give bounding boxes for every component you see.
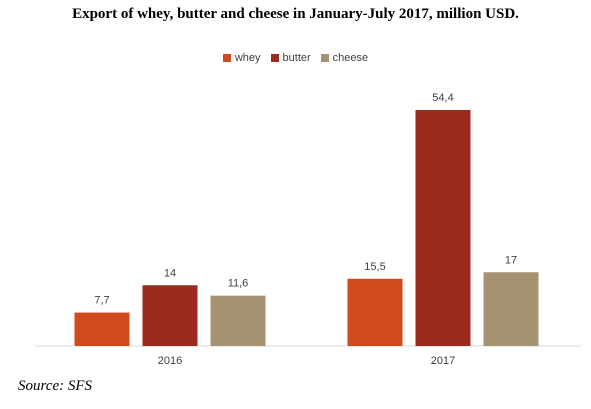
x-tick-label-2016: 2016 [158, 355, 182, 367]
bar-whey-2017 [347, 278, 403, 346]
chart-title: Export of whey, butter and cheese in Jan… [72, 6, 519, 22]
data-label-cheese-2017: 17 [505, 254, 517, 266]
data-label-cheese-2016: 11,6 [228, 278, 249, 290]
legend-label-butter: butter [282, 52, 311, 64]
legend: whey butter cheese [0, 52, 591, 64]
legend-item-whey: whey [222, 52, 261, 64]
data-label-butter-2017: 54,4 [432, 92, 453, 104]
bar-butter-2017 [415, 110, 471, 346]
legend-label-cheese: cheese [332, 52, 369, 64]
bar-cheese-2017 [483, 272, 539, 346]
source-note: Source: SFS [18, 378, 93, 394]
legend-swatch-butter [270, 54, 279, 62]
bar-butter-2016 [142, 285, 198, 346]
bar-whey-2016 [74, 312, 130, 346]
bar-cheese-2016 [210, 295, 266, 346]
x-tick-label-2017: 2017 [431, 355, 455, 367]
legend-swatch-cheese [320, 54, 329, 62]
data-label-butter-2016: 14 [164, 267, 176, 279]
legend-item-cheese: cheese [320, 52, 369, 64]
legend-label-whey: whey [234, 52, 261, 64]
legend-swatch-whey [222, 54, 231, 62]
legend-item-butter: butter [270, 52, 311, 64]
data-label-whey-2017: 15,5 [364, 261, 385, 273]
data-label-whey-2016: 7,7 [94, 295, 109, 307]
